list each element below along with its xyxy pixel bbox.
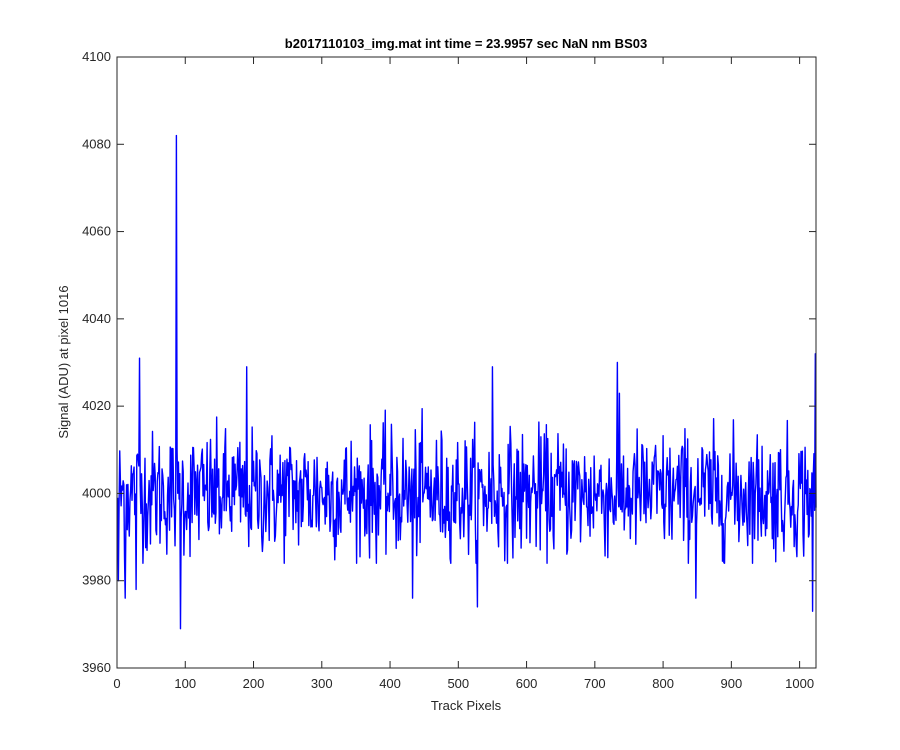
- series-layer: [116, 134, 817, 630]
- series-line: [116, 134, 817, 630]
- axes-layer: 0 100 200 300 400 500 600 700 800 900 1000 3960 3980…: [82, 49, 817, 691]
- y-tick-label: 4040: [82, 311, 111, 326]
- x-tick-label: 600: [516, 676, 538, 691]
- y-tick-label: 3960: [82, 660, 111, 675]
- x-tick-label: 700: [584, 676, 606, 691]
- y-axis-label: Signal (ADU) at pixel 1016: [56, 285, 71, 438]
- y-tick-label: 3980: [82, 573, 111, 588]
- chart-title: b2017110103_img.mat int time = 23.9957 s…: [285, 36, 647, 51]
- y-tick-label: 4060: [82, 224, 111, 239]
- y-tick-label: 4080: [82, 136, 111, 151]
- x-tick-label: 800: [652, 676, 674, 691]
- x-tick-label: 0: [113, 676, 120, 691]
- x-tick-label: 300: [311, 676, 333, 691]
- x-tick-label: 100: [174, 676, 196, 691]
- plot-background: [117, 57, 816, 668]
- x-tick-label: 900: [721, 676, 743, 691]
- x-tick-label: 400: [379, 676, 401, 691]
- axes-box: [116, 56, 817, 669]
- y-tick-label: 4000: [82, 485, 111, 500]
- y-tick-label: 4020: [82, 398, 111, 413]
- x-axis-label: Track Pixels: [431, 698, 502, 713]
- y-tick-label: 4100: [82, 49, 111, 64]
- x-tick-label: 200: [243, 676, 265, 691]
- x-tick-label: 1000: [785, 676, 814, 691]
- x-tick-label: 500: [447, 676, 469, 691]
